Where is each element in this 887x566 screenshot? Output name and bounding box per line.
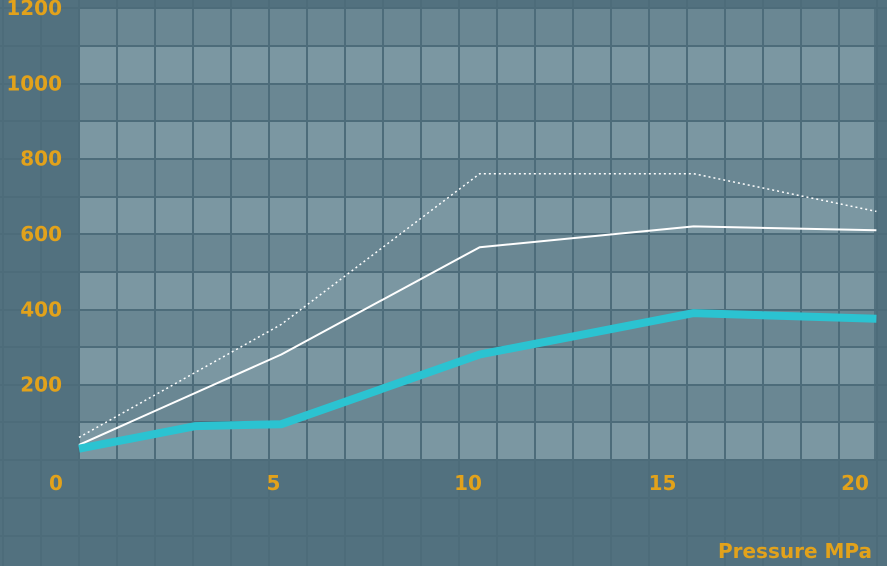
y-tick-label: 800 bbox=[20, 147, 62, 171]
series-line-2 bbox=[78, 225, 877, 446]
plot-band bbox=[79, 45, 874, 84]
x-tick-label: 10 bbox=[454, 471, 482, 495]
series-line-3 bbox=[78, 309, 877, 453]
x-tick-label: 0 bbox=[49, 471, 63, 495]
y-axis-ticks: 200 400 600 800 1000 1200 bbox=[6, 0, 62, 397]
x-axis-label: Pressure MPa bbox=[718, 539, 872, 563]
y-tick-label: 400 bbox=[20, 297, 62, 321]
plot-band bbox=[79, 271, 874, 310]
plot-band bbox=[79, 120, 874, 159]
x-tick-label: 5 bbox=[267, 471, 281, 495]
x-tick-label: 20 bbox=[841, 471, 869, 495]
y-tick-label: 600 bbox=[20, 222, 62, 246]
series-group bbox=[78, 172, 877, 453]
x-tick-label: 15 bbox=[649, 471, 677, 495]
y-tick-label: 1200 bbox=[6, 0, 62, 20]
y-tick-label: 1000 bbox=[6, 71, 62, 95]
series-line-1-dotted bbox=[78, 172, 877, 439]
y-tick-label: 200 bbox=[20, 373, 62, 397]
x-axis-ticks: 0 5 10 15 20 bbox=[49, 471, 869, 495]
